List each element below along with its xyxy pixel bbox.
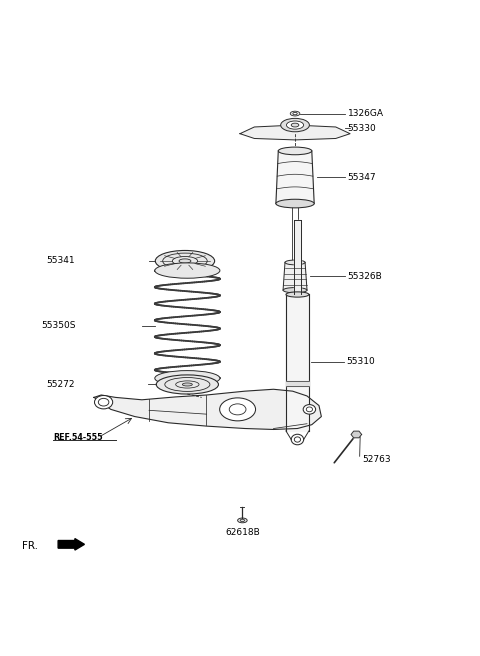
Ellipse shape: [276, 199, 314, 208]
Polygon shape: [94, 389, 322, 430]
Text: 55272: 55272: [46, 380, 75, 389]
Ellipse shape: [281, 118, 310, 132]
Ellipse shape: [285, 260, 305, 265]
Ellipse shape: [278, 147, 312, 155]
Ellipse shape: [291, 123, 299, 127]
Ellipse shape: [286, 292, 309, 297]
Polygon shape: [276, 151, 314, 203]
Polygon shape: [286, 295, 309, 431]
Text: 55341: 55341: [46, 256, 75, 266]
Ellipse shape: [95, 396, 113, 409]
Text: FR.: FR.: [22, 541, 38, 551]
Ellipse shape: [283, 287, 307, 293]
Text: 55347: 55347: [348, 173, 376, 182]
Polygon shape: [58, 539, 84, 550]
Text: 55350S: 55350S: [41, 321, 76, 330]
Polygon shape: [294, 220, 301, 295]
Text: 55330: 55330: [348, 124, 376, 133]
Polygon shape: [286, 380, 309, 386]
Ellipse shape: [155, 263, 220, 278]
Ellipse shape: [287, 121, 304, 129]
Text: 62618B: 62618B: [225, 528, 260, 537]
Ellipse shape: [155, 371, 220, 386]
Polygon shape: [283, 262, 307, 290]
Ellipse shape: [293, 112, 297, 115]
Polygon shape: [351, 431, 361, 438]
Ellipse shape: [179, 259, 191, 263]
Ellipse shape: [303, 405, 316, 414]
Ellipse shape: [238, 518, 247, 523]
Ellipse shape: [156, 251, 215, 272]
Ellipse shape: [291, 434, 304, 445]
Ellipse shape: [220, 398, 255, 421]
Text: REF.54-555: REF.54-555: [53, 432, 103, 441]
Ellipse shape: [156, 375, 218, 394]
Text: 52763: 52763: [362, 455, 391, 464]
Text: 1326GA: 1326GA: [348, 109, 384, 118]
Text: 55310: 55310: [346, 357, 375, 366]
Text: 55326B: 55326B: [348, 272, 383, 281]
Ellipse shape: [290, 111, 300, 116]
Polygon shape: [240, 125, 350, 140]
Ellipse shape: [182, 383, 192, 386]
